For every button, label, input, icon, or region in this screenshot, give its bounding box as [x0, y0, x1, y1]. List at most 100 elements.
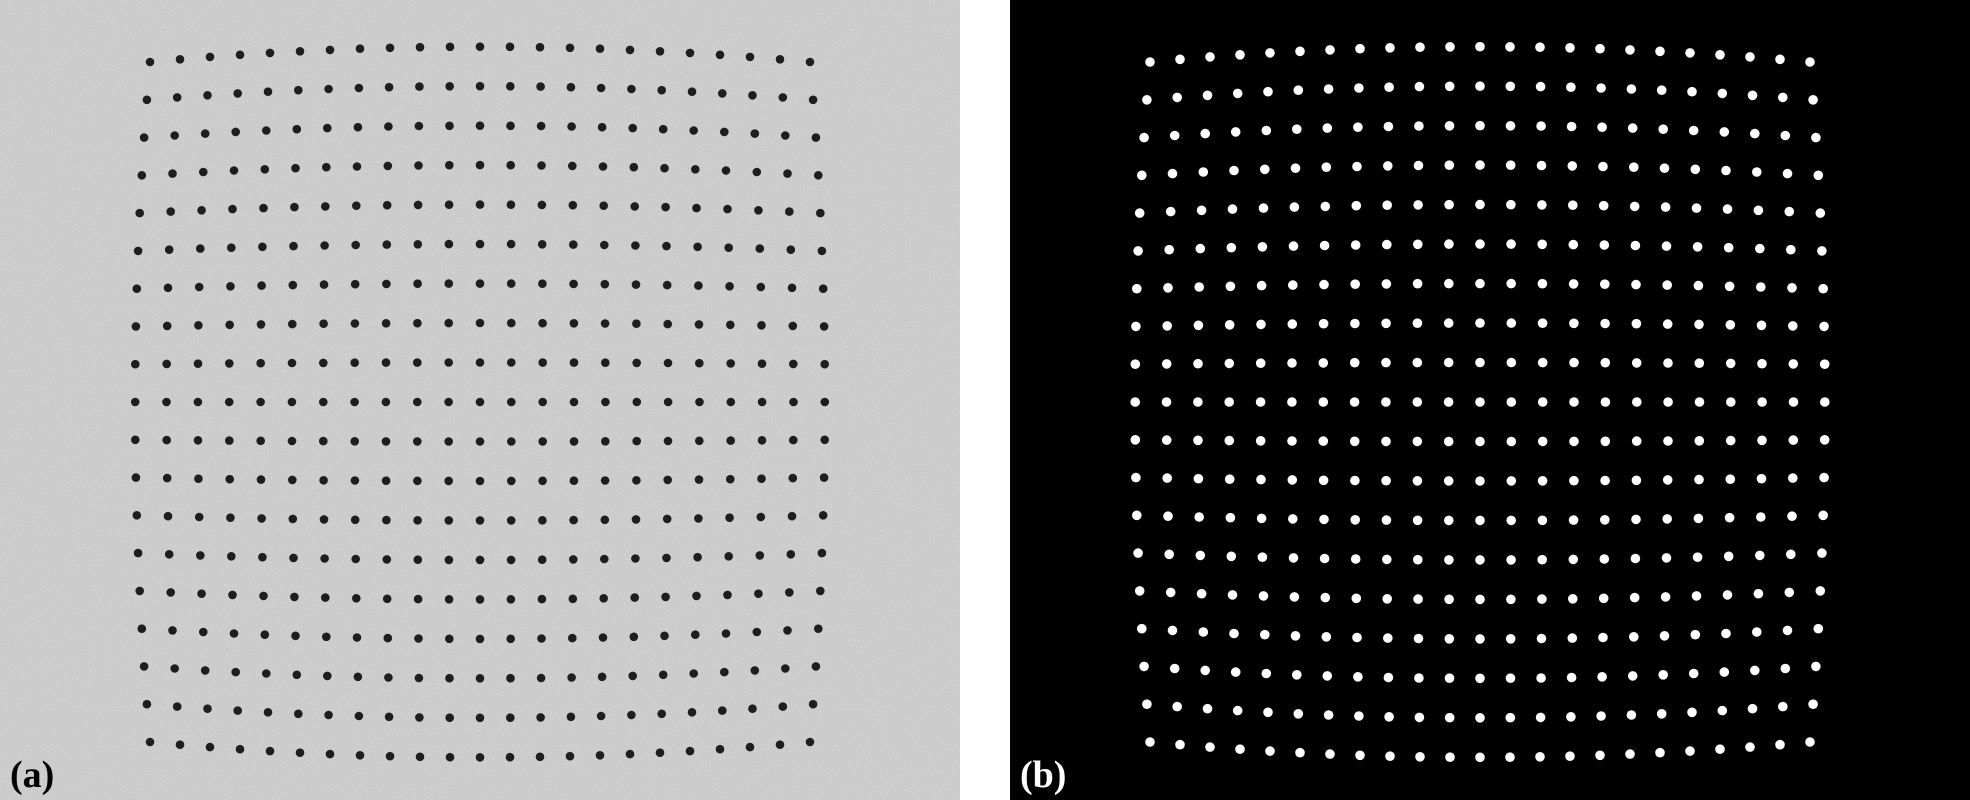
grid-dot	[259, 203, 268, 213]
grid-dot	[231, 667, 240, 677]
grid-dot	[715, 744, 725, 754]
grid-dot	[1230, 667, 1241, 677]
grid-dot	[257, 281, 266, 290]
grid-dot	[506, 239, 516, 249]
grid-dot	[1444, 634, 1455, 644]
grid-dot	[445, 42, 455, 52]
grid-dot	[537, 594, 547, 604]
grid-dot	[661, 592, 670, 602]
grid-dot	[745, 742, 755, 752]
grid-dot	[1719, 127, 1730, 137]
grid-dot	[1537, 594, 1547, 604]
grid-dot	[1752, 167, 1762, 177]
grid-dot	[1475, 278, 1485, 289]
grid-dot	[1196, 588, 1207, 599]
grid-dot	[1599, 554, 1610, 564]
grid-dot	[1506, 397, 1517, 407]
grid-dot	[1287, 436, 1297, 446]
grid-dot	[565, 43, 575, 53]
grid-dot	[413, 279, 422, 289]
grid-dot	[258, 552, 267, 562]
grid-dot	[175, 740, 185, 749]
grid-dot	[1568, 279, 1579, 289]
grid-dot	[1132, 510, 1142, 521]
grid-dot	[1293, 85, 1304, 95]
grid-dot	[352, 162, 362, 171]
grid-dot	[288, 475, 297, 485]
grid-dot	[170, 131, 179, 140]
grid-dot	[1224, 474, 1235, 485]
grid-dot	[596, 711, 606, 721]
grid-dot	[1569, 397, 1579, 407]
grid-dot	[720, 667, 729, 677]
grid-dot	[352, 633, 362, 642]
grid-dot	[1663, 397, 1673, 407]
grid-dot	[381, 437, 391, 446]
grid-dot	[1475, 634, 1485, 644]
grid-dot	[1227, 204, 1238, 214]
grid-dot	[475, 160, 485, 170]
grid-dot	[1505, 160, 1516, 170]
grid-dot	[1627, 123, 1638, 133]
grid-dot	[260, 165, 270, 174]
grid-dot	[694, 475, 704, 484]
grid-dot	[507, 358, 516, 367]
grid-dot	[162, 473, 172, 483]
grid-dot	[444, 358, 454, 367]
grid-dot	[133, 246, 143, 256]
grid-dot	[1597, 672, 1607, 682]
grid-dot	[1566, 121, 1577, 132]
grid-dot	[788, 473, 798, 483]
grid-dot	[142, 95, 152, 105]
grid-dot	[1443, 436, 1454, 447]
grid-dot	[1537, 515, 1548, 526]
grid-dot	[1382, 200, 1392, 210]
grid-dot	[1256, 513, 1267, 524]
grid-dot	[536, 82, 545, 91]
grid-dot	[721, 166, 731, 175]
grid-dot	[475, 595, 485, 604]
grid-dot	[627, 84, 636, 94]
grid-dot	[820, 359, 829, 369]
grid-dot	[1566, 672, 1577, 683]
grid-dot	[1596, 83, 1606, 93]
grid-dot	[757, 474, 766, 484]
grid-dot	[131, 359, 140, 369]
grid-dot	[139, 662, 149, 671]
grid-dot	[1685, 48, 1695, 58]
grid-dot	[1134, 208, 1145, 218]
grid-dot	[632, 397, 642, 407]
grid-dot	[1444, 594, 1454, 605]
grid-dot	[1715, 50, 1725, 60]
grid-dot	[599, 201, 608, 210]
grid-dot	[145, 57, 155, 67]
grid-dot	[1537, 554, 1547, 565]
grid-dot	[1786, 244, 1796, 255]
grid-dot	[595, 44, 605, 53]
grid-dot	[568, 200, 578, 210]
grid-dot	[384, 122, 393, 131]
grid-dot	[818, 284, 828, 294]
grid-dot	[631, 515, 641, 524]
grid-dot	[1349, 436, 1360, 447]
grid-dot	[1321, 162, 1332, 172]
grid-dot	[288, 319, 297, 329]
grid-dot	[1687, 86, 1697, 97]
grid-dot	[287, 358, 297, 368]
grid-dot	[226, 513, 235, 522]
grid-dot	[1381, 515, 1392, 525]
grid-dot	[265, 746, 275, 756]
grid-dot	[600, 279, 610, 289]
grid-dot	[663, 319, 672, 329]
grid-dot	[820, 397, 830, 407]
grid-dot	[131, 473, 141, 482]
grid-dot	[1626, 710, 1637, 720]
grid-dot	[1383, 161, 1393, 171]
grid-dot	[1232, 705, 1243, 716]
grid-dot	[1778, 701, 1788, 712]
grid-dot	[1656, 709, 1667, 719]
grid-dot	[1133, 548, 1143, 558]
grid-dot	[1631, 318, 1642, 329]
grid-dot	[1318, 397, 1329, 407]
grid-dot	[1381, 279, 1392, 289]
